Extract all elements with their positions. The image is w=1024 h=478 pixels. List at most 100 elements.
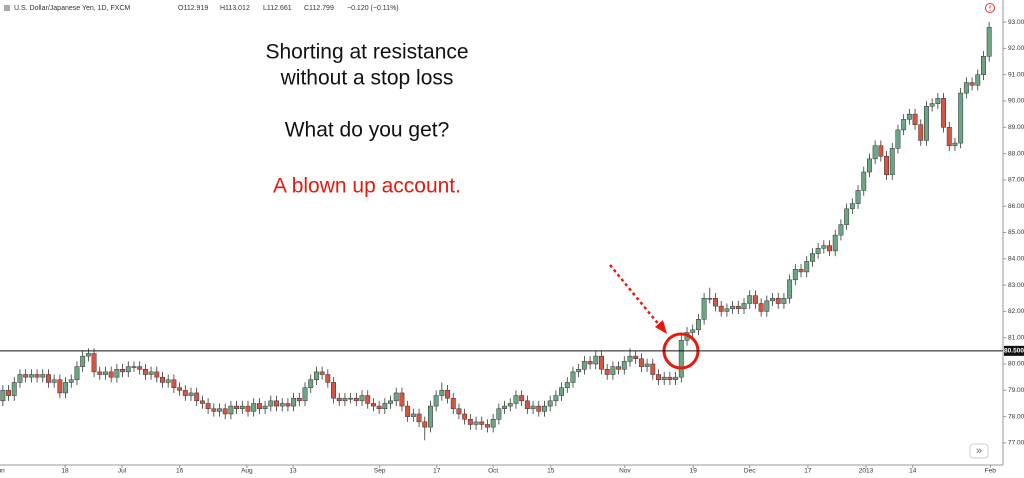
quote-high: H113.012 bbox=[220, 5, 250, 12]
x-tick-label: 2013 bbox=[859, 468, 874, 475]
candle-body bbox=[513, 395, 519, 404]
candle-body bbox=[627, 355, 633, 362]
candle-body bbox=[838, 224, 844, 236]
scroll-button[interactable]: » bbox=[969, 443, 989, 459]
y-tick-label: 80.00 bbox=[1008, 361, 1024, 368]
candle-body bbox=[114, 369, 120, 378]
candle-body bbox=[924, 106, 929, 141]
candle-body bbox=[587, 361, 593, 365]
candle-body bbox=[963, 82, 969, 94]
candle-body bbox=[154, 371, 160, 378]
candle-body bbox=[827, 245, 832, 252]
candle-body bbox=[724, 308, 730, 312]
annotation-highlight: A blown up account. bbox=[273, 175, 461, 198]
candle-body bbox=[593, 355, 599, 365]
quote-change: −0.120 (−0.11%) bbox=[347, 5, 399, 12]
candle-body bbox=[331, 382, 336, 399]
candle-body bbox=[171, 379, 177, 388]
candle-body bbox=[239, 405, 245, 409]
candle-body bbox=[445, 390, 450, 399]
x-tick-label: Oct bbox=[488, 468, 498, 475]
candle-body bbox=[46, 374, 51, 383]
annotation: without a stop loss bbox=[280, 67, 454, 90]
x-tick-label: 17 bbox=[433, 468, 441, 475]
candle-body bbox=[912, 113, 918, 125]
candle-body bbox=[610, 366, 616, 375]
y-tick-label: 82.00 bbox=[1008, 308, 1024, 315]
candle-body bbox=[895, 129, 901, 149]
candle-body bbox=[547, 400, 553, 407]
candle-body bbox=[308, 379, 314, 388]
candle-body bbox=[570, 371, 576, 383]
candle-body bbox=[410, 413, 416, 417]
candle-body bbox=[262, 405, 268, 409]
candle-body bbox=[11, 382, 17, 396]
quote-open: O112.919 bbox=[178, 5, 208, 12]
candle-body bbox=[661, 376, 667, 381]
candle-body bbox=[599, 355, 604, 370]
candle-body bbox=[6, 390, 12, 396]
candle-body bbox=[148, 371, 154, 375]
candle-body bbox=[889, 148, 895, 175]
candle-body bbox=[85, 353, 91, 357]
y-tick-label: 91.00 bbox=[1008, 71, 1024, 78]
candle-body bbox=[370, 403, 376, 407]
x-tick-label: 14 bbox=[909, 468, 917, 475]
candle-body bbox=[103, 371, 108, 375]
candle-body bbox=[741, 303, 747, 310]
candle-body bbox=[958, 92, 964, 144]
candle-body bbox=[313, 371, 319, 381]
candle-body bbox=[656, 374, 661, 381]
candle-body bbox=[165, 379, 171, 383]
candle-body bbox=[496, 408, 502, 420]
candle-body bbox=[536, 405, 542, 412]
candle-body bbox=[564, 382, 570, 388]
candle-body bbox=[456, 408, 462, 415]
candle-body bbox=[752, 295, 758, 304]
candle-body bbox=[51, 379, 57, 383]
candle-body bbox=[188, 392, 194, 396]
candle-body bbox=[918, 124, 924, 141]
candle-body bbox=[855, 190, 861, 204]
candle-body bbox=[981, 56, 986, 75]
candle-body bbox=[467, 418, 473, 425]
y-tick-label: 86.00 bbox=[1008, 203, 1024, 210]
y-tick-label: 81.00 bbox=[1008, 334, 1024, 341]
candle-body bbox=[524, 400, 530, 409]
x-tick-label: 17 bbox=[804, 468, 812, 475]
candle-body bbox=[621, 361, 627, 370]
info-icon bbox=[985, 3, 995, 13]
candle-body bbox=[775, 298, 781, 304]
candle-body bbox=[975, 74, 981, 86]
candle-body bbox=[502, 405, 508, 409]
candle-body bbox=[427, 405, 433, 428]
candle-body bbox=[336, 397, 342, 402]
svg-text:»: » bbox=[976, 445, 982, 457]
candle-body bbox=[245, 405, 251, 412]
candle-body bbox=[365, 395, 371, 404]
x-tick-label: 13 bbox=[289, 468, 297, 475]
candle-body bbox=[450, 397, 456, 409]
candle-body bbox=[878, 145, 884, 157]
candle-body bbox=[28, 374, 34, 378]
x-tick-label: Nov bbox=[619, 468, 631, 475]
x-tick-label: 18 bbox=[61, 468, 69, 475]
candle-body bbox=[422, 421, 428, 428]
candle-body bbox=[804, 261, 810, 273]
y-tick-label: 78.00 bbox=[1008, 413, 1024, 420]
candle-body bbox=[650, 363, 656, 375]
candle-body bbox=[707, 298, 713, 300]
candle-body bbox=[638, 358, 644, 367]
quote-low: L112.661 bbox=[263, 5, 292, 12]
x-tick-label: Sep bbox=[374, 468, 386, 475]
candle-body bbox=[57, 379, 63, 394]
candle-body bbox=[758, 303, 764, 312]
candle-body bbox=[439, 390, 445, 396]
y-tick-label: 90.00 bbox=[1008, 98, 1024, 105]
candle-body bbox=[296, 397, 302, 402]
candle-body bbox=[490, 418, 496, 428]
candle-body bbox=[34, 374, 40, 378]
candle-body bbox=[849, 203, 855, 210]
y-tick-label: 85.00 bbox=[1008, 229, 1024, 236]
